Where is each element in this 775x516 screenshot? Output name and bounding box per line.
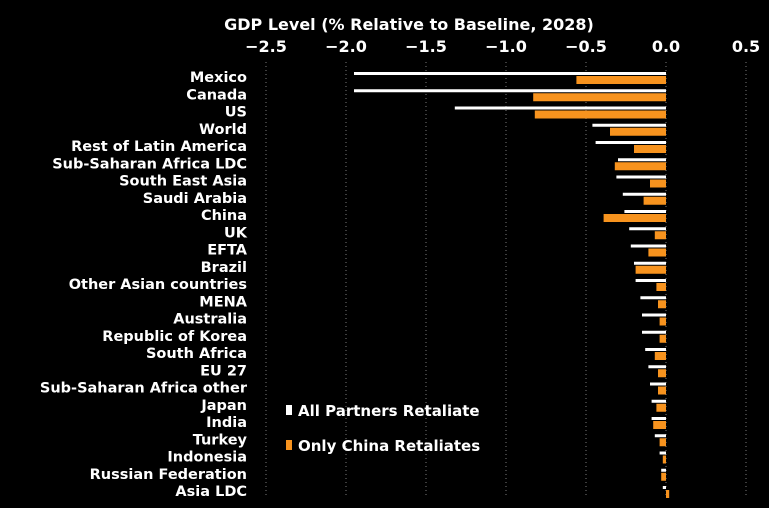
gdp-bar-chart: GDP Level (% Relative to Baseline, 2028)… xyxy=(40,15,760,500)
bar-only-china-other-asian-countries xyxy=(656,283,666,291)
bar-only-china-india xyxy=(653,421,666,429)
x-tick-label: −2.0 xyxy=(325,37,367,56)
bar-all-partners-south-east-asia xyxy=(616,175,666,179)
bar-only-china-world xyxy=(610,127,666,136)
bar-all-partners-other-asian-countries xyxy=(635,279,666,282)
x-tick-label: −1.5 xyxy=(405,37,447,56)
bar-all-partners-canada xyxy=(354,89,666,93)
bar-all-partners-republic-of-korea xyxy=(642,330,666,334)
bars xyxy=(354,72,670,498)
legend-swatch-all-partners xyxy=(286,405,292,415)
bar-only-china-south-east-asia xyxy=(650,179,666,188)
x-tick-label: −1.0 xyxy=(485,37,527,56)
category-label-us: US xyxy=(225,105,247,121)
bar-only-china-japan xyxy=(656,403,666,412)
bar-only-china-uk xyxy=(654,231,666,240)
x-tick-label: −0.5 xyxy=(565,37,607,56)
category-label-world: World xyxy=(199,122,247,138)
bar-all-partners-us xyxy=(454,106,666,110)
bar-all-partners-brazil xyxy=(634,261,666,265)
chart-panel: GDP Level (% Relative to Baseline, 2028)… xyxy=(0,0,769,508)
bar-all-partners-saudi-arabia xyxy=(622,192,666,196)
category-label-japan: Japan xyxy=(200,398,247,414)
bar-only-china-turkey xyxy=(659,438,666,447)
bar-all-partners-sub-saharan-africa-other xyxy=(650,382,666,386)
x-tick-label: −2.5 xyxy=(245,37,287,56)
category-label-republic-of-korea: Republic of Korea xyxy=(102,329,247,345)
bar-all-partners-mexico xyxy=(354,72,666,75)
bar-all-partners-japan xyxy=(651,399,666,403)
bar-all-partners-india xyxy=(651,417,666,420)
category-label-rest-of-latin-america: Rest of Latin America xyxy=(71,139,247,155)
legend: All Partners Retaliate Only China Retali… xyxy=(286,402,480,455)
category-label-china: China xyxy=(201,208,247,224)
chart-title: GDP Level (% Relative to Baseline, 2028) xyxy=(224,15,594,34)
bar-only-china-us xyxy=(534,110,666,119)
category-label-russian-federation: Russian Federation xyxy=(90,467,247,483)
bar-only-china-indonesia xyxy=(662,455,666,464)
bar-only-china-asia-ldc xyxy=(666,490,670,498)
bar-only-china-saudi-arabia xyxy=(643,196,666,205)
bar-all-partners-australia xyxy=(642,313,666,317)
bar-all-partners-indonesia xyxy=(659,451,666,455)
category-label-efta: EFTA xyxy=(207,243,248,259)
bar-all-partners-efta xyxy=(630,244,666,248)
category-label-australia: Australia xyxy=(173,312,247,328)
legend-swatch-only-china xyxy=(286,440,292,450)
bar-only-china-australia xyxy=(659,317,666,326)
category-label-canada: Canada xyxy=(186,87,247,103)
bar-all-partners-world xyxy=(592,123,666,127)
bar-all-partners-uk xyxy=(629,227,666,231)
bar-only-china-republic-of-korea xyxy=(659,334,666,343)
bar-only-china-sub-saharan-africa-other xyxy=(658,386,666,395)
category-label-indonesia: Indonesia xyxy=(167,450,247,466)
bar-all-partners-china xyxy=(624,210,666,213)
bar-only-china-south-africa xyxy=(654,352,666,360)
x-axis-ticks: −2.5 −2.0 −1.5 −1.0 −0.5 0.0 0.5 xyxy=(245,37,760,56)
bar-only-china-canada xyxy=(533,93,666,102)
grid-lines xyxy=(265,62,747,498)
bar-all-partners-south-africa xyxy=(645,348,666,351)
bar-only-china-brazil xyxy=(635,265,666,274)
bar-only-china-russian-federation xyxy=(661,472,666,481)
bar-only-china-mexico xyxy=(576,76,666,84)
bar-only-china-eu-27 xyxy=(658,369,666,378)
category-label-eu-27: EU 27 xyxy=(200,363,247,379)
category-label-india: India xyxy=(206,415,247,431)
category-label-sub-saharan-africa-ldc: Sub-Saharan Africa LDC xyxy=(52,156,247,172)
category-label-asia-ldc: Asia LDC xyxy=(175,484,247,500)
category-label-brazil: Brazil xyxy=(201,260,247,276)
bar-all-partners-sub-saharan-africa-ldc xyxy=(618,158,666,162)
bar-only-china-mena xyxy=(658,300,666,309)
category-label-other-asian-countries: Other Asian countries xyxy=(69,277,247,293)
x-tick-label: 0.0 xyxy=(652,37,680,56)
bar-all-partners-eu-27 xyxy=(648,365,666,369)
category-label-uk: UK xyxy=(224,225,248,241)
bar-only-china-china xyxy=(603,214,666,222)
bar-only-china-efta xyxy=(648,248,666,257)
legend-label-all-partners: All Partners Retaliate xyxy=(298,402,480,420)
bar-all-partners-russian-federation xyxy=(661,468,666,472)
category-label-mexico: Mexico xyxy=(190,70,247,86)
legend-label-only-china: Only China Retaliates xyxy=(298,437,480,455)
category-label-turkey: Turkey xyxy=(193,432,248,448)
category-label-saudi-arabia: Saudi Arabia xyxy=(143,191,247,207)
category-label-sub-saharan-africa-other: Sub-Saharan Africa other xyxy=(40,381,248,397)
category-label-south-africa: South Africa xyxy=(146,346,247,362)
bar-only-china-rest-of-latin-america xyxy=(634,145,666,153)
category-label-mena: MENA xyxy=(199,294,247,310)
bar-all-partners-mena xyxy=(640,296,666,300)
bar-all-partners-asia-ldc xyxy=(662,486,666,489)
bar-all-partners-rest-of-latin-america xyxy=(595,141,666,144)
x-tick-label: 0.5 xyxy=(732,37,760,56)
bar-all-partners-turkey xyxy=(654,434,666,438)
category-label-south-east-asia: South East Asia xyxy=(119,174,247,190)
bar-only-china-sub-saharan-africa-ldc xyxy=(614,162,666,171)
